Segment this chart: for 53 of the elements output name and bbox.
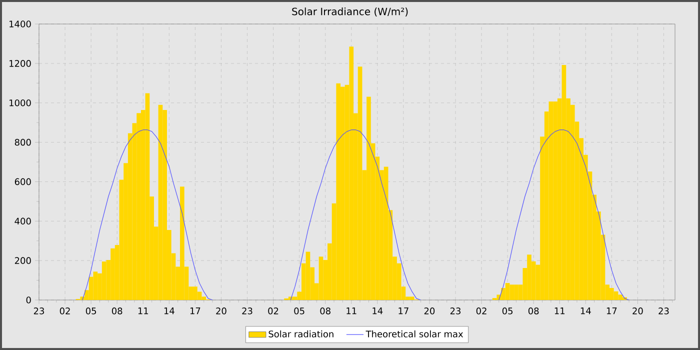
- x-tick-label: 05: [502, 308, 512, 314]
- x-tick-label: 08: [320, 308, 330, 314]
- y-tick-label: 1400: [10, 20, 31, 28]
- x-tick-label: 23: [658, 308, 669, 314]
- x-tick-label: 11: [554, 308, 565, 314]
- y-tick-label: 800: [14, 138, 31, 146]
- x-tick-label: 08: [528, 308, 539, 314]
- x-tick-label: 05: [86, 308, 96, 314]
- x-tick-label: 17: [606, 308, 617, 314]
- x-tick-label: 14: [372, 308, 383, 314]
- bar: [102, 262, 106, 300]
- bar: [349, 46, 354, 300]
- bar: [410, 296, 414, 300]
- x-tick-label: 14: [164, 308, 174, 314]
- y-tick-label: 0: [26, 296, 31, 304]
- x-tick-label: 17: [398, 308, 408, 314]
- bar: [618, 294, 623, 300]
- x-tick-label: 02: [268, 308, 278, 314]
- bar: [548, 101, 554, 300]
- bar: [336, 83, 341, 300]
- x-tick-label: 11: [138, 308, 148, 314]
- bar: [145, 93, 150, 300]
- x-tick-label: 02: [60, 308, 70, 314]
- legend-label: Solar radiation: [268, 330, 334, 338]
- x-tick-label: 17: [190, 308, 200, 314]
- bar: [614, 291, 618, 300]
- x-tick-label: 05: [294, 308, 304, 314]
- x-tick-label: 02: [476, 308, 486, 314]
- x-tick-label: 23: [450, 308, 460, 314]
- y-tick-label: 1000: [10, 99, 31, 106]
- x-tick-label: 23: [34, 308, 44, 314]
- x-tick-label: 20: [632, 308, 643, 314]
- y-tick-label: 1200: [10, 60, 31, 67]
- x-tick-label: 11: [346, 308, 356, 314]
- bar: [384, 166, 388, 300]
- bar: [562, 65, 566, 300]
- bar: [158, 104, 163, 300]
- legend-label: Theoretical solar max: [366, 330, 464, 338]
- y-tick-label: 400: [14, 218, 31, 225]
- chart-title: Solar Irradiance (W/m²): [292, 8, 408, 16]
- x-tick-label: 08: [112, 308, 122, 314]
- x-tick-label: 23: [242, 308, 252, 314]
- x-tick-label: 20: [216, 308, 226, 314]
- bar: [306, 252, 310, 300]
- bar: [510, 284, 514, 300]
- x-tick-label: 14: [580, 308, 591, 314]
- bar: [358, 66, 362, 300]
- y-tick-label: 600: [14, 178, 31, 186]
- x-tick-label: 20: [424, 308, 435, 314]
- bar: [505, 283, 510, 300]
- bar: [93, 272, 98, 300]
- bar: [318, 256, 324, 300]
- y-tick-label: 200: [14, 257, 31, 264]
